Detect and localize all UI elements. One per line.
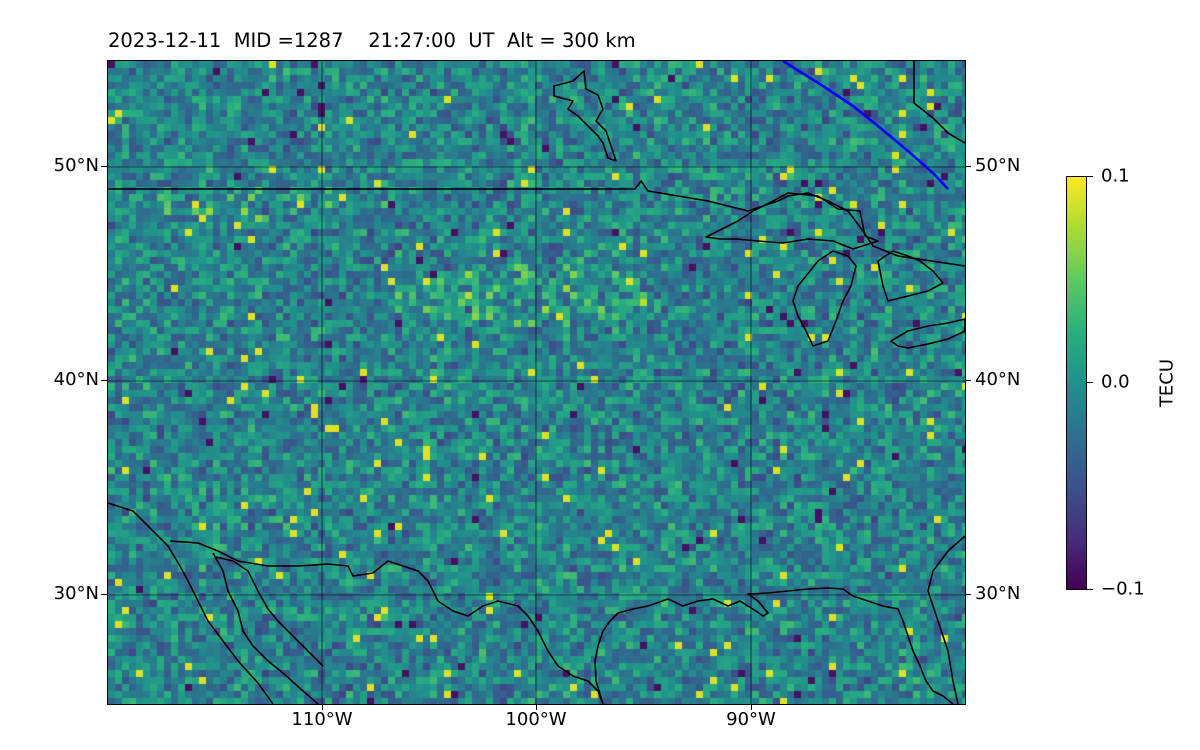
lon-label-100: 100°W (505, 709, 567, 730)
baja-coast (108, 502, 274, 704)
colorbar-tick-min (1087, 589, 1093, 590)
lake-erie (890, 318, 965, 349)
florida-coast (927, 535, 965, 704)
lake-michigan (792, 250, 857, 347)
lat-label-50-left: 50°N (53, 155, 99, 176)
lat-label-40-right: 40°N (975, 369, 1021, 390)
tick-lat-50-left (101, 166, 107, 167)
lat-label-40-left: 40°N (53, 369, 99, 390)
tec-map (108, 61, 965, 704)
plot-title: 2023-12-11 MID =1287 21:27:00 UT Alt = 3… (108, 29, 636, 52)
gulf-of-california-coast (169, 540, 604, 704)
lat-label-30-left: 30°N (53, 583, 99, 604)
gulf-coast (594, 587, 954, 704)
coastlines (108, 61, 965, 704)
baja-peninsula-inner (215, 556, 324, 667)
lat-label-30-right: 30°N (975, 583, 1021, 604)
tick-lat-50-right (965, 166, 971, 167)
map-overlay (108, 61, 965, 704)
colorbar-tick-max (1087, 176, 1093, 177)
hudson-bay-coast (913, 61, 965, 144)
colorbar-label-min: −0.1 (1101, 578, 1145, 600)
lake-superior (705, 192, 879, 250)
tick-lat-30-left (101, 594, 107, 595)
lon-label-90: 90°W (726, 709, 776, 730)
lat-label-50-right: 50°N (975, 155, 1021, 176)
tec-heatmap (108, 61, 965, 704)
magnetic-equator-line (782, 61, 949, 190)
tick-lon-110 (322, 704, 323, 710)
baja-peninsula (212, 552, 319, 704)
tick-lat-40-right (965, 380, 971, 381)
tick-lon-90 (751, 704, 752, 710)
colorbar-label-zero: 0.0 (1101, 371, 1130, 393)
tick-lat-30-right (965, 594, 971, 595)
colorbar-tick-zero (1087, 382, 1093, 383)
tick-lon-100 (536, 704, 537, 710)
colorbar-label-max: 0.1 (1101, 165, 1130, 187)
lake-winnipeg (553, 70, 617, 162)
tick-lat-40-left (101, 380, 107, 381)
lake-huron (877, 250, 944, 302)
colorbar (1066, 176, 1087, 590)
lon-label-110: 110°W (291, 709, 353, 730)
us-canada-border (108, 180, 965, 267)
colorbar-title: TECU (1156, 358, 1178, 408)
